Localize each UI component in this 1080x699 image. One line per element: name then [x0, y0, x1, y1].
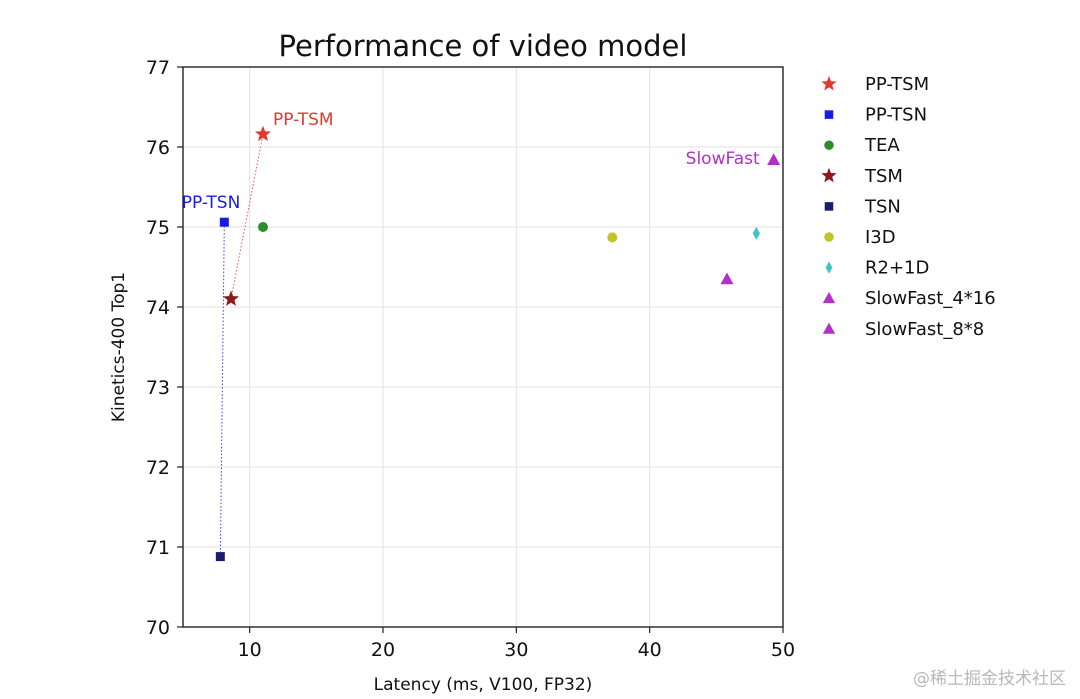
- legend-label: TSN: [864, 196, 901, 217]
- legend-marker: [824, 232, 834, 242]
- legend-item: PP-TSM: [821, 74, 929, 95]
- data-point: [254, 125, 272, 142]
- legend-item: TEA: [824, 135, 900, 156]
- legend-item: PP-TSN: [824, 105, 927, 126]
- chart-title: Performance of video model: [279, 29, 688, 63]
- legend-label: I3D: [865, 227, 896, 248]
- legend-label: TSM: [864, 166, 903, 187]
- plot-area: [182, 66, 784, 628]
- legend-marker: [821, 75, 837, 91]
- data-point: [258, 222, 268, 232]
- x-tick-label: 30: [504, 639, 528, 661]
- legend-marker: [822, 292, 836, 304]
- legend-marker: [824, 110, 834, 119]
- legend: PP-TSM PP-TSN TEA TSM TSN I3D R2+1D SlowFast_4*…: [821, 74, 996, 340]
- legend-item: SlowFast_4*16: [822, 288, 996, 309]
- point-annotation: PP-TSM: [273, 110, 334, 130]
- connector-line: [219, 222, 225, 557]
- legend-label: SlowFast_8*8: [865, 319, 984, 340]
- legend-marker: [825, 261, 833, 274]
- x-tick-label: 10: [238, 639, 262, 661]
- y-tick-label: 71: [146, 537, 170, 559]
- legend-item: R2+1D: [825, 258, 929, 279]
- legend-marker: [824, 202, 834, 211]
- data-point: [215, 552, 225, 562]
- legend-marker: [821, 167, 837, 183]
- point-annotations: PP-TSM PP-TSN SlowFast: [182, 110, 760, 213]
- legend-label: PP-TSN: [865, 105, 927, 126]
- legend-item: I3D: [824, 227, 896, 248]
- watermark: @稀土掘金技术社区: [913, 669, 1066, 689]
- legend-item: SlowFast_8*8: [822, 319, 984, 340]
- legend-label: PP-TSM: [865, 74, 929, 95]
- data-point: [767, 153, 781, 165]
- point-annotation: PP-TSN: [182, 193, 241, 213]
- data-point: [752, 226, 760, 240]
- y-tick-label: 77: [146, 57, 170, 79]
- x-tick-label: 20: [371, 639, 395, 661]
- legend-label: TEA: [864, 135, 900, 156]
- y-tick-label: 75: [146, 217, 170, 239]
- data-point: [219, 217, 229, 227]
- data-point: [607, 232, 618, 243]
- x-tick-label: 40: [638, 639, 662, 661]
- legend-label: R2+1D: [865, 258, 929, 279]
- data-point: [720, 272, 734, 285]
- y-axis-label: Kinetics-400 Top1: [109, 272, 129, 422]
- y-tick-label: 76: [146, 137, 170, 159]
- y-tick-label: 73: [146, 377, 170, 399]
- axis-ticks: 10 20 30 40 50 70 71 72 73 74 75 76 77: [146, 57, 795, 661]
- legend-item: TSN: [824, 196, 901, 217]
- point-annotation: SlowFast: [686, 149, 760, 169]
- legend-label: SlowFast_4*16: [865, 288, 996, 309]
- legend-marker: [822, 322, 836, 334]
- legend-marker: [824, 140, 834, 150]
- data-points: [215, 125, 781, 562]
- connector-line: [230, 134, 264, 300]
- y-tick-label: 70: [146, 617, 170, 639]
- y-tick-label: 72: [146, 457, 170, 479]
- data-point: [222, 290, 240, 306]
- y-tick-label: 74: [146, 297, 170, 319]
- legend-item: TSM: [821, 166, 903, 187]
- x-tick-label: 50: [771, 639, 795, 661]
- x-axis-label: Latency (ms, V100, FP32): [374, 675, 593, 695]
